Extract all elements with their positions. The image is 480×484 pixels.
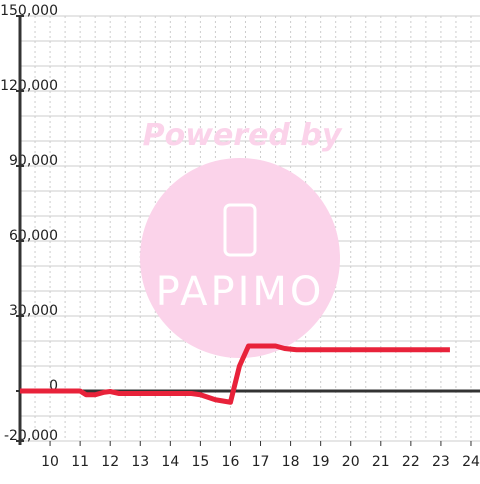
watermark: Powered by PAPIMO <box>140 118 343 358</box>
x-tick-label: 12 <box>101 454 119 470</box>
x-tick-label: 13 <box>131 454 149 470</box>
x-tick-label: 11 <box>71 454 89 470</box>
y-tick-label: -20,000 <box>4 428 58 444</box>
grid <box>20 15 480 442</box>
x-tick-label: 10 <box>41 454 59 470</box>
x-tick-label: 19 <box>312 454 330 470</box>
x-tick-label: 20 <box>342 454 360 470</box>
watermark-phone <box>223 203 257 257</box>
plot: -20,000 0 30,000 60,000 90,000 120,000 150,000… <box>0 3 480 470</box>
line-series <box>20 343 450 405</box>
x-tick-label: 16 <box>222 454 240 470</box>
watermark-text: Powered by <box>143 118 343 153</box>
x-tick-label: 21 <box>372 454 390 470</box>
y-tick-label: 30,000 <box>9 303 58 319</box>
x-tick-label: 22 <box>402 454 420 470</box>
x-tick-label: 18 <box>282 454 300 470</box>
x-tick-label: 24 <box>462 454 480 470</box>
x-tick-label: 17 <box>252 454 270 470</box>
y-tick-label: 150,000 <box>0 3 58 19</box>
x-tick-label: 14 <box>161 454 179 470</box>
y-tick-label: 120,000 <box>0 78 58 94</box>
x-tick-label: 15 <box>191 454 209 470</box>
y-tick-label: 90,000 <box>9 153 58 169</box>
x-tick-label: 23 <box>432 454 450 470</box>
watermark-circle <box>140 158 340 358</box>
y-tick-label: 60,000 <box>9 228 58 244</box>
watermark-logo: PAPIMO <box>156 269 325 315</box>
y-tick-label: 0 <box>49 378 58 394</box>
